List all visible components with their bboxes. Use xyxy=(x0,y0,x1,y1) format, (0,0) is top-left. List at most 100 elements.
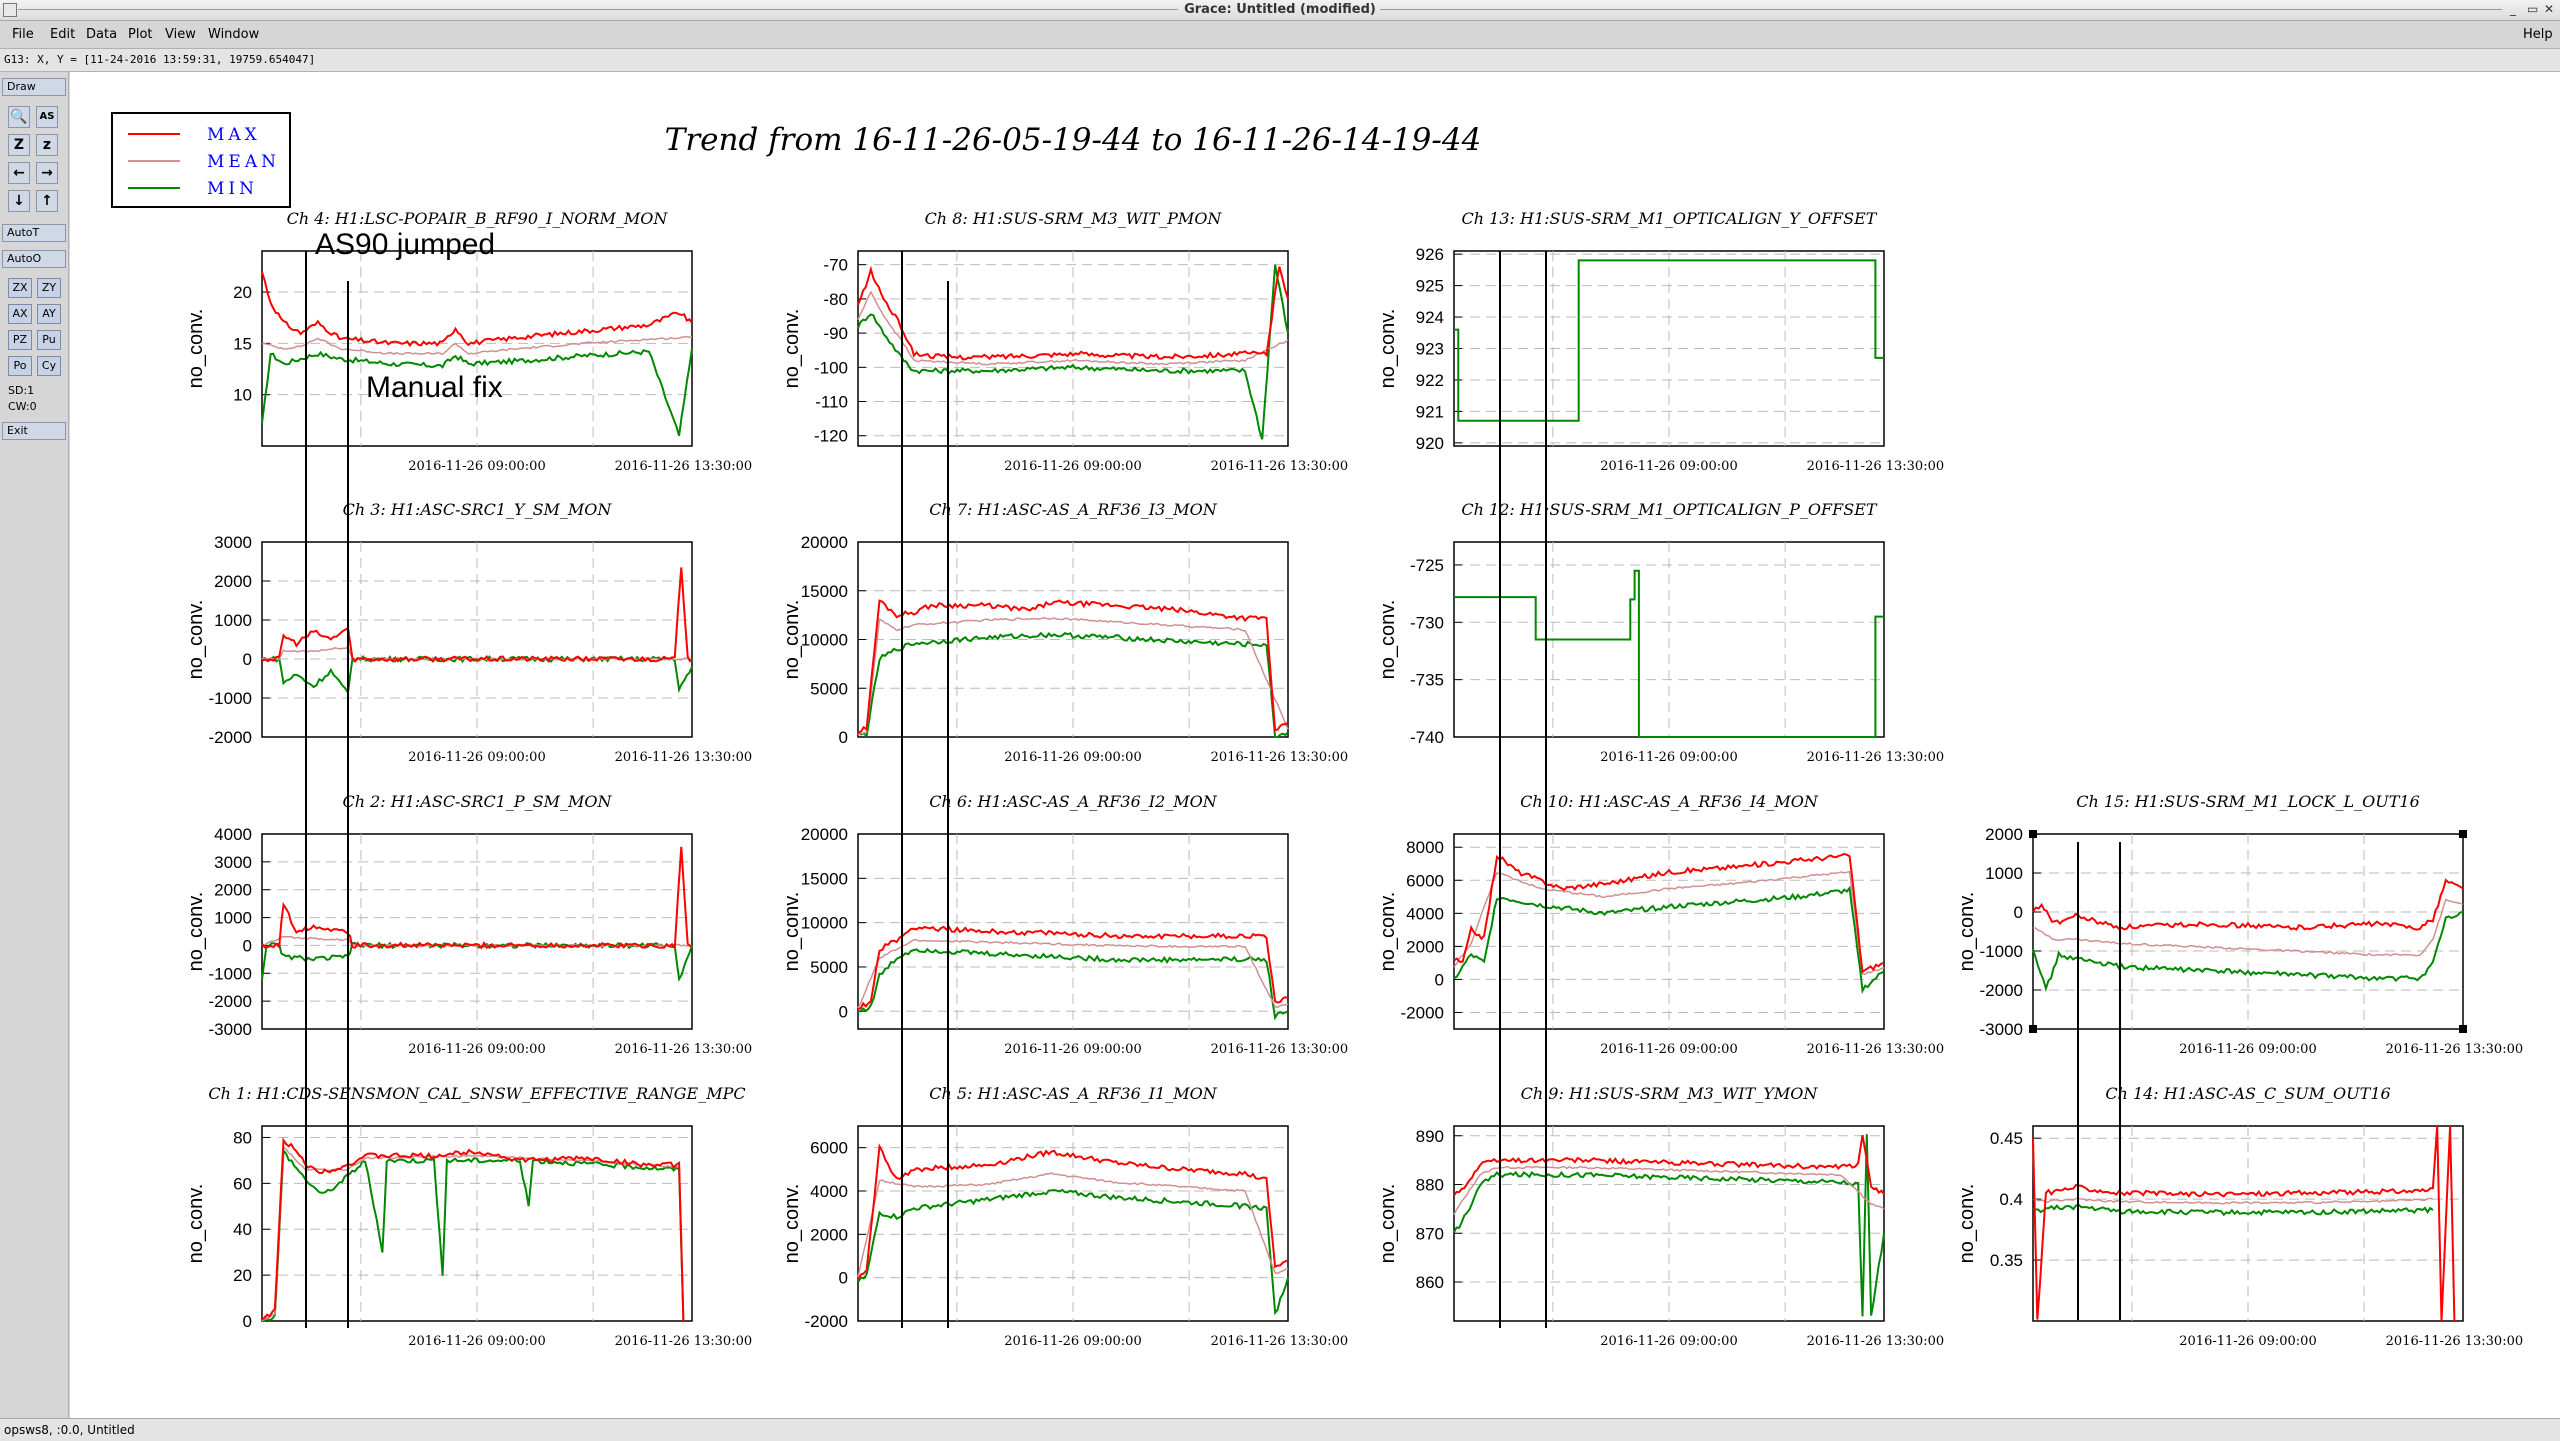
selection-handle xyxy=(2459,1025,2467,1033)
exit-button[interactable]: Exit xyxy=(2,422,66,440)
plot-panel: Ch 8: H1:SUS-SRM_M3_WIT_PMON -120 -110 -100… xyxy=(781,209,1348,474)
graph-canvas[interactable]: Trend from 16-11-26-05-19-44 to 16-11-26… xyxy=(70,72,2560,1418)
x-tick-label: 2016-11-26 13:30:00 xyxy=(1807,1334,1944,1349)
y-tick-label: 4000 xyxy=(1406,904,1444,923)
po-button[interactable]: Po xyxy=(8,356,32,376)
y-tick-label: 0 xyxy=(839,1002,848,1021)
x-tick-label: 2016-11-26 13:30:00 xyxy=(1807,459,1944,474)
panel-title: Ch 2: H1:ASC-SRC1_P_SM_MON xyxy=(342,792,612,811)
panel-title: Ch 7: H1:ASC-AS_A_RF36_I3_MON xyxy=(929,500,1218,519)
arrow-down-icon[interactable]: ↓ xyxy=(8,190,30,212)
pz-button[interactable]: PZ xyxy=(8,330,32,350)
minimize-button[interactable]: _ xyxy=(2510,2,2516,16)
y-tick-label: -1000 xyxy=(209,964,252,983)
menu-help[interactable]: Help xyxy=(2523,27,2553,42)
menu-edit[interactable]: Edit xyxy=(50,27,76,42)
y-axis-label: no_conv. xyxy=(781,309,803,389)
panel-title: Ch 4: H1:LSC-POPAIR_B_RF90_I_NORM_MON xyxy=(287,209,669,228)
x-tick-label: 2016-11-26 09:00:00 xyxy=(1600,750,1737,765)
y-axis-label: no_conv. xyxy=(1377,309,1399,389)
panel-title: Ch 14: H1:ASC-AS_C_SUM_OUT16 xyxy=(2105,1084,2390,1103)
x-tick-label: 2016-11-26 13:30:00 xyxy=(615,750,752,765)
autoo-button[interactable]: AutoO xyxy=(2,250,66,268)
menu-file[interactable]: File xyxy=(12,27,34,42)
x-tick-label: 2016-11-26 13:30:00 xyxy=(615,1334,752,1349)
pu-button[interactable]: Pu xyxy=(37,330,61,350)
legend-label-mean: MEAN xyxy=(207,152,280,172)
y-tick-label: 5000 xyxy=(810,958,848,977)
arrow-right-icon[interactable]: → xyxy=(36,162,58,184)
series-line-max xyxy=(261,846,693,951)
y-tick-label: 924 xyxy=(1416,308,1444,327)
y-tick-label: 10000 xyxy=(801,914,848,933)
y-tick-label: 920 xyxy=(1416,434,1444,453)
zy-button[interactable]: ZY xyxy=(37,278,61,298)
y-tick-label: 880 xyxy=(1416,1176,1444,1195)
y-tick-label: 0 xyxy=(243,650,252,669)
x-tick-label: 2016-11-26 09:00:00 xyxy=(408,1042,545,1057)
panel-title: Ch 8: H1:SUS-SRM_M3_WIT_PMON xyxy=(925,209,1223,228)
x-tick-label: 2016-11-26 13:30:00 xyxy=(1211,750,1348,765)
x-tick-label: 2016-11-26 09:00:00 xyxy=(408,1334,545,1349)
autoscale-icon[interactable]: AS xyxy=(36,106,58,128)
panel-title: Ch 12: H1:SUS-SRM_M1_OPTICALIGN_P_OFFSET xyxy=(1461,500,1877,519)
series-line-min xyxy=(857,1188,1289,1316)
y-axis-label: no_conv. xyxy=(781,1184,803,1264)
cy-button[interactable]: Cy xyxy=(37,356,61,376)
y-axis-label: no_conv. xyxy=(185,892,207,972)
draw-button[interactable]: Draw xyxy=(2,78,66,96)
series-line-min xyxy=(2032,911,2464,993)
series-line-mean xyxy=(261,335,692,356)
coordinate-bar: G13: X, Y = [11-24-2016 13:59:31, 19759.… xyxy=(0,48,2560,72)
series-line-mean xyxy=(2032,1197,2434,1205)
plot-panel: Ch 10: H1:ASC-AS_A_RF36_I4_MON -2000 0 2000… xyxy=(1377,792,1944,1057)
plot-panel: Ch 2: H1:ASC-SRC1_P_SM_MON -3000 -2000 -100… xyxy=(185,792,752,1057)
zoom-out-icon[interactable]: z xyxy=(36,134,58,156)
y-tick-label: 2000 xyxy=(1406,937,1444,956)
plot-panel: Ch 5: H1:ASC-AS_A_RF36_I1_MON -2000 0 2000 4… xyxy=(781,1084,1348,1349)
ay-button[interactable]: AY xyxy=(37,304,61,324)
y-tick-label: 1000 xyxy=(1985,864,2023,883)
titlebar-rule xyxy=(18,9,1178,10)
zoom-in-icon[interactable]: Z xyxy=(8,134,30,156)
y-tick-label: -3000 xyxy=(209,1020,252,1039)
menu-data[interactable]: Data xyxy=(86,27,118,42)
y-tick-label: 1000 xyxy=(214,611,252,630)
menu-plot[interactable]: Plot xyxy=(128,27,153,42)
x-tick-label: 2016-11-26 13:30:00 xyxy=(615,1042,752,1057)
y-tick-label: 3000 xyxy=(214,533,252,552)
ax-button[interactable]: AX xyxy=(8,304,32,324)
x-tick-label: 2016-11-26 09:00:00 xyxy=(1600,459,1737,474)
y-axis-label: no_conv. xyxy=(1956,892,1978,972)
y-tick-label: 0 xyxy=(839,728,848,747)
y-tick-label: 925 xyxy=(1416,277,1444,296)
series-line-min xyxy=(2032,1203,2434,1217)
series-line-max xyxy=(261,271,693,348)
y-tick-label: 10 xyxy=(233,386,252,405)
y-tick-label: -100 xyxy=(814,358,848,377)
x-tick-label: 2016-11-26 09:00:00 xyxy=(2179,1334,2316,1349)
menu-view[interactable]: View xyxy=(165,27,196,42)
y-tick-label: -70 xyxy=(823,256,848,275)
menu-window[interactable]: Window xyxy=(208,27,260,42)
panel-title: Ch 6: H1:ASC-AS_A_RF36_I2_MON xyxy=(929,792,1218,811)
zoom-icon[interactable]: 🔍 xyxy=(8,106,30,128)
y-tick-label: -3000 xyxy=(1980,1020,2023,1039)
y-tick-label: 15000 xyxy=(801,869,848,888)
y-tick-label: 20000 xyxy=(801,825,848,844)
series-line-min xyxy=(1453,885,1885,995)
zx-button[interactable]: ZX xyxy=(8,278,32,298)
window-menu-button[interactable] xyxy=(3,3,17,17)
plot-panel: Ch 3: H1:ASC-SRC1_Y_SM_MON -2000 -1000 0 100… xyxy=(185,500,752,765)
autot-button[interactable]: AutoT xyxy=(2,224,66,242)
y-tick-label: 2000 xyxy=(810,1225,848,1244)
y-tick-label: -2000 xyxy=(1401,1003,1444,1022)
close-button[interactable]: ✕ xyxy=(2544,2,2555,16)
arrow-left-icon[interactable]: ← xyxy=(8,162,30,184)
maximize-button[interactable]: ▭ xyxy=(2527,2,2539,16)
y-tick-label: 15 xyxy=(233,334,252,353)
y-tick-label: -120 xyxy=(814,427,848,446)
arrow-up-icon[interactable]: ↑ xyxy=(36,190,58,212)
tool-panel: Draw 🔍 AS Z z ← → ↓ ↑ AutoT AutoO ZX ZY … xyxy=(0,72,69,1418)
window-titlebar: Grace: Untitled (modified) _ ▭ ✕ xyxy=(0,0,2560,21)
